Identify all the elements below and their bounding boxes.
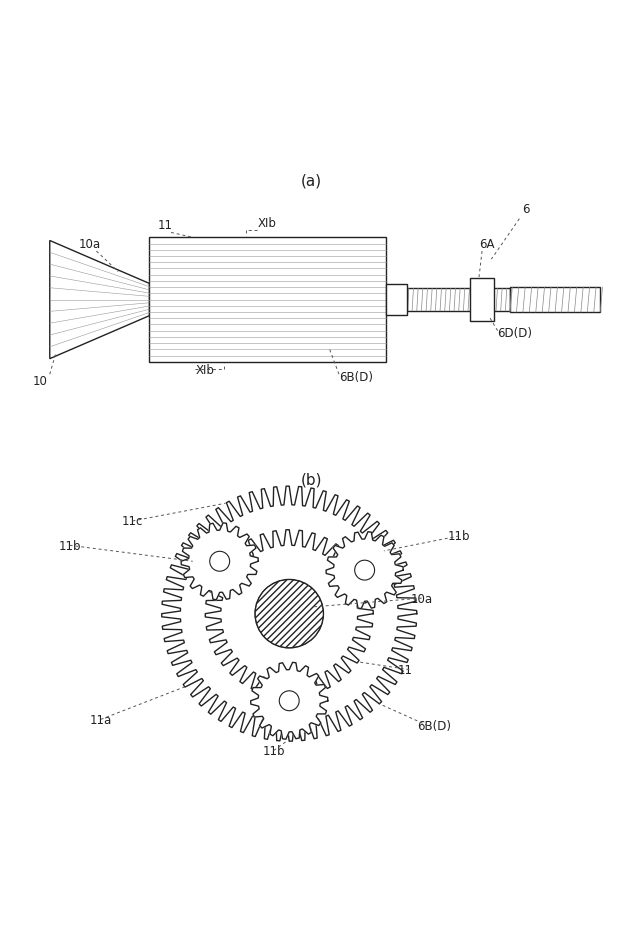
Text: 10: 10 — [33, 374, 48, 388]
Bar — [386, 285, 407, 315]
Text: 11: 11 — [398, 664, 413, 677]
Text: XIb: XIb — [258, 217, 277, 230]
Circle shape — [255, 579, 323, 649]
Text: 6B(D): 6B(D) — [339, 371, 373, 384]
Text: 11b: 11b — [58, 539, 81, 552]
Polygon shape — [50, 241, 149, 359]
Text: 11c: 11c — [121, 515, 142, 528]
Text: 6B(D): 6B(D) — [417, 720, 451, 732]
Bar — [407, 289, 510, 312]
Text: (b): (b) — [300, 473, 322, 488]
Circle shape — [210, 551, 230, 572]
Text: 11a: 11a — [90, 713, 112, 726]
Bar — [510, 287, 600, 313]
Circle shape — [355, 561, 374, 580]
Text: 10a: 10a — [79, 238, 101, 251]
Text: 11b: 11b — [448, 530, 470, 543]
Text: (a): (a) — [300, 173, 322, 188]
Text: 11: 11 — [157, 219, 172, 232]
Polygon shape — [205, 530, 373, 698]
Text: 10a: 10a — [411, 592, 433, 605]
Polygon shape — [251, 663, 328, 739]
Text: 6D(D): 6D(D) — [498, 327, 532, 339]
Bar — [470, 279, 494, 321]
Text: 6A: 6A — [479, 238, 494, 251]
Text: 6: 6 — [522, 203, 529, 216]
Polygon shape — [162, 487, 417, 741]
Text: XIb: XIb — [196, 363, 215, 376]
Text: 11b: 11b — [262, 744, 285, 757]
Polygon shape — [181, 523, 258, 600]
Circle shape — [279, 691, 299, 711]
Polygon shape — [326, 533, 403, 609]
Bar — [149, 238, 386, 362]
